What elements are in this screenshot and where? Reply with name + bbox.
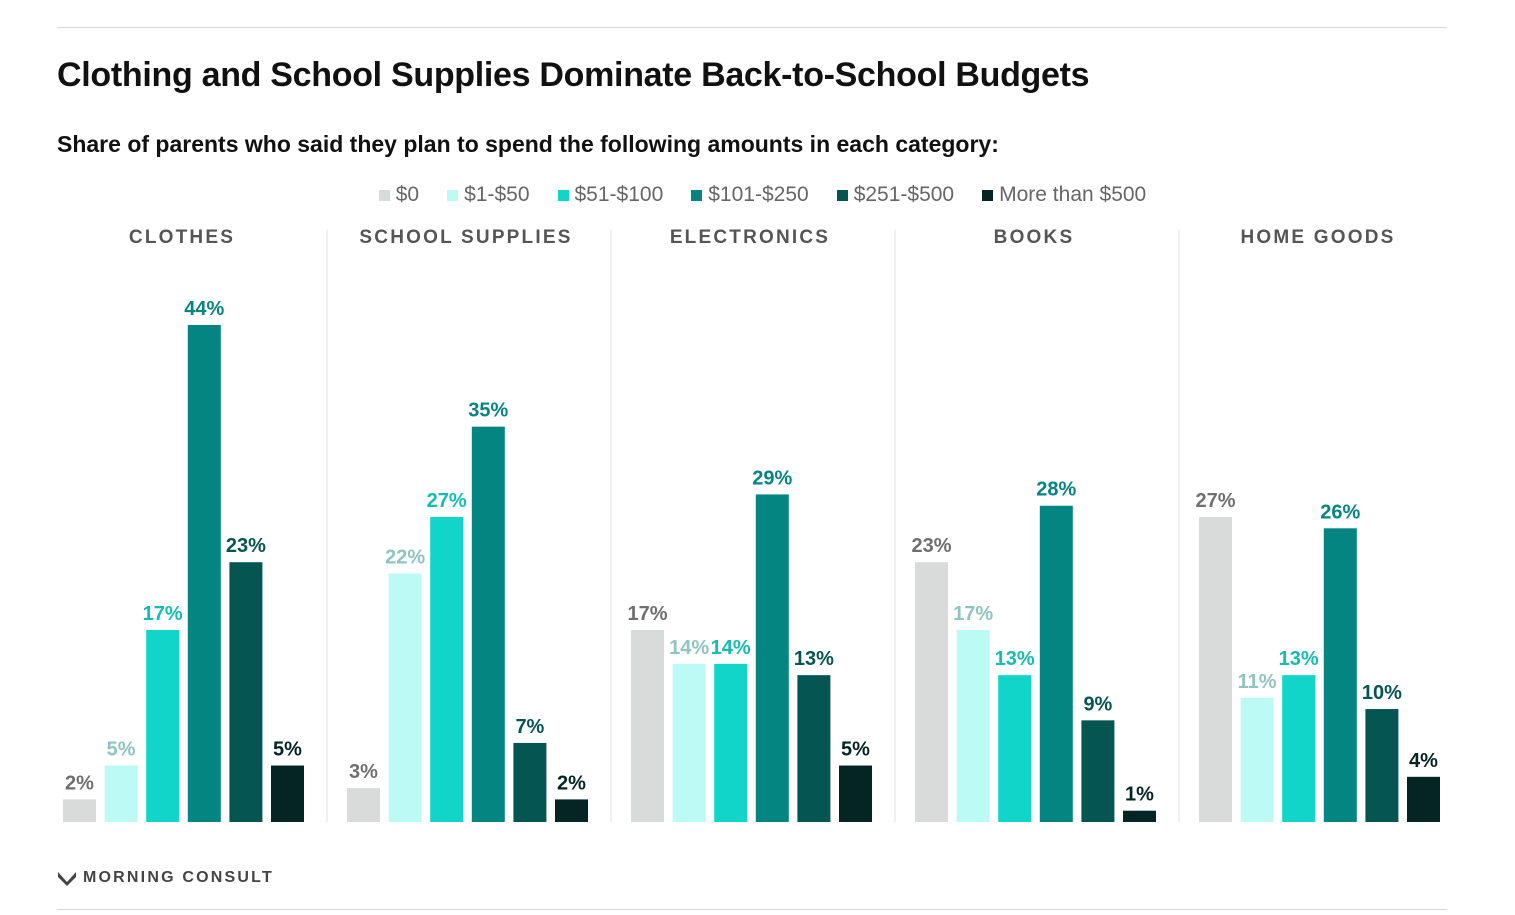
- data-label: 44%: [184, 298, 224, 320]
- bar: [714, 663, 748, 822]
- top-rule: [57, 27, 1447, 28]
- data-label: 10%: [1362, 682, 1402, 704]
- legend-label-5: More than $500: [999, 183, 1147, 206]
- bar: [755, 494, 789, 822]
- data-label: 4%: [1409, 750, 1438, 772]
- bar: [956, 629, 990, 822]
- bar: [631, 629, 664, 822]
- bar: [1323, 528, 1357, 822]
- bar: [388, 573, 422, 822]
- data-label: 14%: [711, 637, 751, 659]
- data-label: 17%: [953, 603, 993, 625]
- bottom-rule: [57, 909, 1447, 910]
- bar: [1407, 776, 1440, 822]
- legend-label-1: $1-$50: [464, 183, 530, 206]
- bar: [187, 325, 221, 822]
- morning-consult-icon: [58, 872, 76, 886]
- data-label: 13%: [995, 648, 1035, 670]
- bar: [1081, 720, 1115, 822]
- legend-label-0: $0: [395, 183, 420, 206]
- data-label: 23%: [911, 535, 951, 557]
- category-label: SCHOOL SUPPLIES: [359, 227, 572, 248]
- bar: [271, 765, 304, 822]
- category-label: BOOKS: [994, 227, 1075, 248]
- data-label: 5%: [273, 739, 302, 761]
- bar: [1282, 675, 1316, 822]
- data-label: 22%: [385, 547, 425, 569]
- legend-item-1: $1-$50: [447, 183, 530, 207]
- bar: [1365, 709, 1399, 822]
- legend-item-2: $51-$100: [557, 183, 664, 207]
- legend-swatch-0: [378, 189, 390, 201]
- bar: [104, 765, 138, 822]
- brand-name: MORNING CONSULT: [83, 869, 274, 886]
- data-label: 23%: [226, 535, 266, 557]
- data-label: 28%: [1036, 479, 1076, 501]
- bar: [915, 562, 948, 822]
- bar: [63, 799, 96, 822]
- data-label: 27%: [1195, 490, 1235, 512]
- data-label: 27%: [427, 490, 467, 512]
- chart-title: Clothing and School Supplies Dominate Ba…: [57, 56, 1090, 94]
- data-label: 2%: [557, 772, 586, 794]
- data-label: 35%: [468, 400, 508, 422]
- bar: [797, 675, 831, 822]
- legend-swatch-2: [557, 189, 569, 201]
- legend-label-2: $51-$100: [574, 183, 664, 206]
- data-label: 2%: [65, 772, 94, 794]
- bar: [229, 562, 263, 822]
- bar: [1039, 505, 1073, 822]
- data-label: 26%: [1320, 501, 1360, 523]
- bar: [1199, 517, 1232, 822]
- bar: [347, 788, 380, 822]
- legend-item-0: $0: [378, 183, 420, 207]
- legend-swatch-5: [982, 189, 994, 201]
- legend-label-3: $101-$250: [708, 183, 809, 206]
- data-label: 5%: [107, 739, 136, 761]
- data-label: 3%: [349, 761, 378, 783]
- chart-subtitle: Share of parents who said they plan to s…: [57, 131, 999, 157]
- legend-swatch-3: [691, 189, 703, 201]
- legend: $0 $1-$50 $51-$100 $101-$250 $251-$500 M…: [0, 183, 1515, 207]
- category-label: ELECTRONICS: [670, 227, 830, 248]
- bar: [672, 663, 706, 822]
- brand-logo: MORNING CONSULT: [57, 869, 274, 887]
- data-label: 17%: [627, 603, 667, 625]
- legend-item-4: $251-$500: [836, 183, 955, 207]
- data-label: 9%: [1083, 693, 1112, 715]
- bar: [471, 426, 505, 822]
- data-label: 11%: [1238, 671, 1277, 693]
- data-label: 7%: [515, 716, 544, 738]
- data-label: 1%: [1125, 784, 1154, 806]
- bar: [1240, 697, 1274, 822]
- legend-item-5: More than $500: [982, 183, 1146, 207]
- data-label: 5%: [841, 739, 870, 761]
- data-label: 14%: [669, 637, 709, 659]
- bar: [1123, 810, 1156, 822]
- bar: [998, 675, 1032, 822]
- bar: [513, 742, 547, 822]
- data-label: 17%: [143, 603, 183, 625]
- category-label: CLOTHES: [129, 227, 235, 248]
- data-label: 13%: [1279, 648, 1319, 670]
- data-label: 29%: [752, 467, 792, 489]
- bar: [430, 517, 464, 822]
- bar: [555, 799, 588, 822]
- bar: [146, 629, 180, 822]
- legend-swatch-4: [836, 189, 848, 201]
- legend-swatch-1: [447, 189, 459, 201]
- legend-label-4: $251-$500: [853, 183, 955, 206]
- legend-item-3: $101-$250: [691, 183, 809, 207]
- bar: [839, 765, 872, 822]
- data-label: 13%: [794, 648, 834, 670]
- category-label: HOME GOODS: [1240, 227, 1395, 248]
